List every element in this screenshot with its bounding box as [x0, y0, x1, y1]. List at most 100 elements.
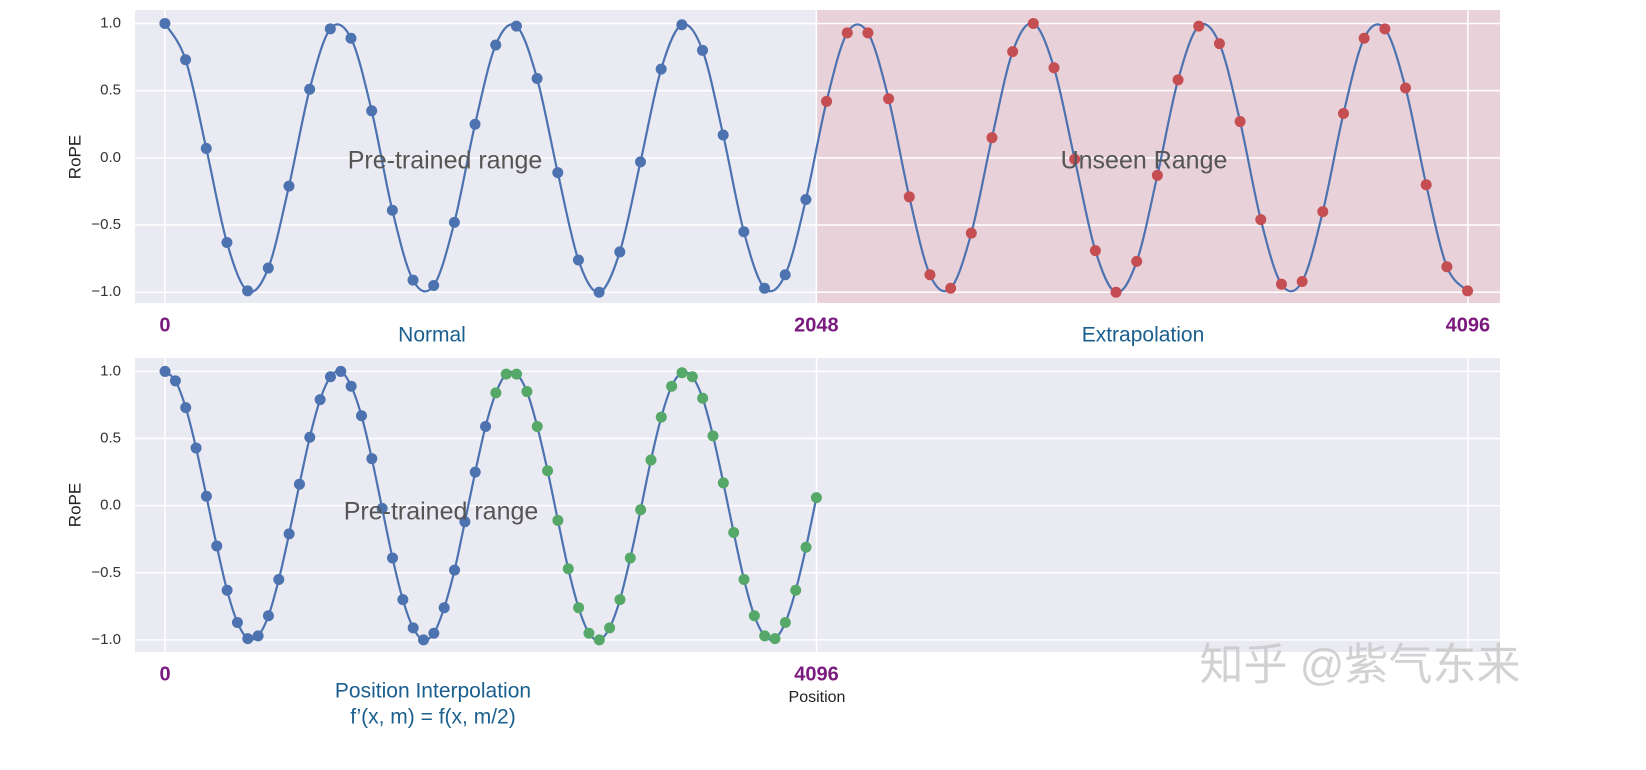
- shaded-region: [816, 10, 1500, 303]
- point: [604, 622, 616, 634]
- point: [666, 380, 678, 392]
- point: [1441, 261, 1453, 273]
- point: [1213, 38, 1225, 50]
- point: [242, 285, 254, 297]
- point: [790, 584, 802, 596]
- point: [231, 616, 243, 628]
- point: [366, 105, 378, 117]
- point: [800, 194, 812, 206]
- point: [800, 541, 812, 553]
- point: [717, 129, 729, 141]
- point: [1420, 179, 1432, 191]
- y-tick-label: −0.5: [91, 564, 121, 581]
- point: [159, 17, 171, 29]
- point: [965, 227, 977, 239]
- point: [1296, 275, 1308, 287]
- point: [428, 627, 440, 639]
- caption: f’(x, m) = f(x, m/2): [350, 706, 515, 729]
- point: [1337, 107, 1349, 119]
- y-tick-label: −0.5: [91, 216, 121, 233]
- point: [1255, 214, 1267, 226]
- point: [769, 633, 781, 645]
- point: [697, 44, 709, 56]
- point: [293, 478, 305, 490]
- point: [562, 563, 574, 575]
- caption: Extrapolation: [1082, 324, 1205, 347]
- point: [242, 633, 254, 645]
- point: [180, 54, 192, 66]
- point: [159, 365, 171, 377]
- point: [169, 375, 181, 387]
- point: [273, 574, 285, 586]
- annotation: Pre-trained range: [348, 147, 543, 175]
- point: [542, 465, 554, 477]
- point: [345, 32, 357, 44]
- watermark: 知乎 @紫气东来: [1200, 641, 1521, 690]
- caption: Position Interpolation: [335, 680, 531, 703]
- point: [324, 371, 336, 383]
- point: [469, 466, 481, 478]
- point: [366, 453, 378, 465]
- point: [480, 420, 492, 432]
- point: [304, 83, 316, 95]
- point: [924, 269, 936, 281]
- point: [355, 410, 367, 422]
- point: [1462, 285, 1474, 297]
- point: [810, 492, 822, 504]
- point: [190, 442, 202, 454]
- point: [1358, 32, 1370, 44]
- point: [221, 237, 233, 249]
- point: [407, 622, 419, 634]
- point: [676, 367, 688, 379]
- caption: Normal: [398, 324, 466, 347]
- point: [335, 365, 347, 377]
- point: [593, 286, 605, 298]
- point: [572, 254, 584, 266]
- point: [469, 118, 481, 130]
- point: [449, 564, 461, 576]
- point: [1048, 62, 1060, 74]
- x-axis-label: Position: [789, 689, 846, 706]
- point: [490, 387, 502, 399]
- point: [552, 514, 564, 526]
- point: [1151, 169, 1163, 181]
- point: [1069, 153, 1081, 165]
- point: [386, 204, 398, 216]
- point: [1131, 255, 1143, 267]
- point: [283, 528, 295, 540]
- point: [655, 63, 667, 75]
- point: [779, 616, 791, 628]
- point: [717, 477, 729, 489]
- point: [531, 420, 543, 432]
- point: [779, 269, 791, 281]
- y-axis-label: RoPE: [65, 135, 84, 179]
- y-tick-label: −1.0: [91, 631, 121, 648]
- point: [500, 368, 512, 380]
- y-tick-label: 0.5: [100, 430, 121, 447]
- point: [1110, 286, 1122, 298]
- point: [655, 411, 667, 423]
- point: [883, 93, 895, 105]
- point: [490, 39, 502, 51]
- point: [583, 627, 595, 639]
- y-tick-label: −1.0: [91, 283, 121, 300]
- point: [728, 527, 740, 539]
- point: [200, 490, 212, 502]
- point: [448, 216, 460, 228]
- point: [283, 180, 295, 192]
- point: [1172, 74, 1184, 86]
- point: [635, 504, 647, 516]
- point: [1007, 46, 1019, 58]
- y-tick-label: 0.5: [100, 82, 121, 99]
- y-tick-label: 0.0: [100, 497, 121, 514]
- point: [418, 634, 430, 646]
- point: [459, 516, 471, 528]
- point: [397, 594, 409, 606]
- point: [1275, 278, 1287, 290]
- point: [428, 280, 440, 292]
- point: [573, 602, 585, 614]
- point: [438, 602, 450, 614]
- y-tick-label: 1.0: [100, 14, 121, 31]
- point: [407, 274, 419, 286]
